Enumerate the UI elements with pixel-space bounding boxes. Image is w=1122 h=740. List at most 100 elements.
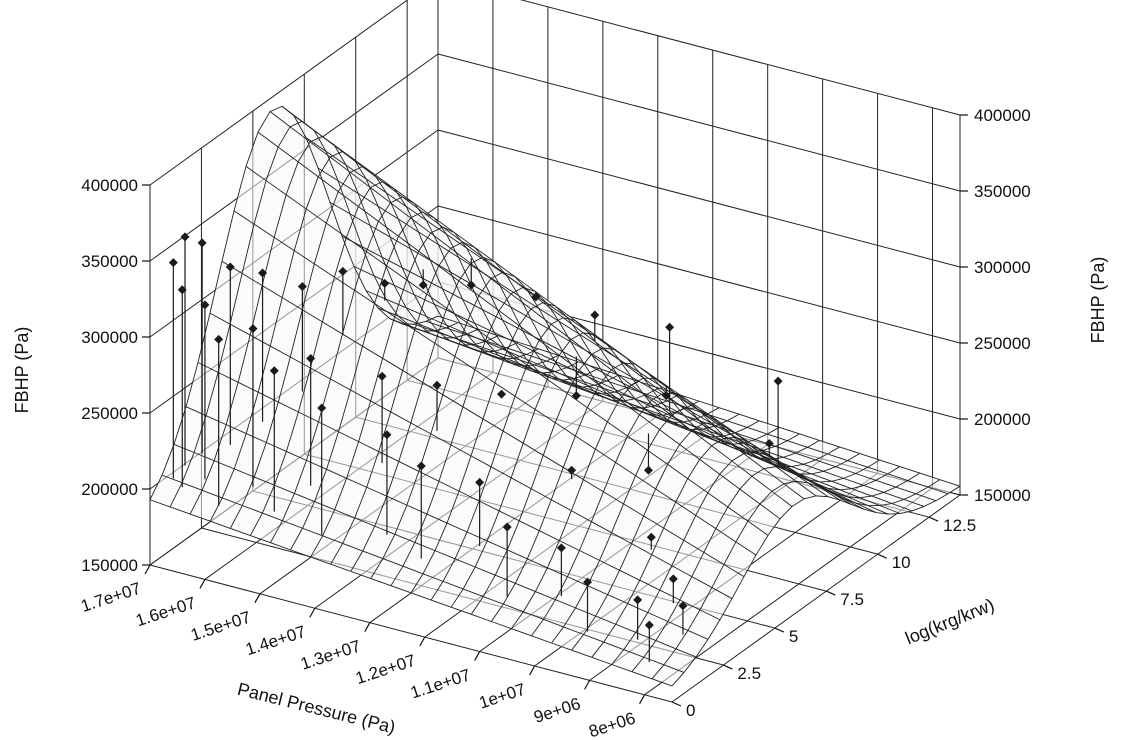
surface-cell bbox=[446, 280, 479, 323]
data-point bbox=[225, 262, 235, 272]
surface-cell bbox=[719, 460, 752, 490]
surface-cell bbox=[851, 485, 884, 497]
surface-cell bbox=[290, 309, 323, 369]
z-right-tick-label: 350000 bbox=[974, 182, 1031, 201]
fitted-surface bbox=[149, 105, 961, 687]
data-point bbox=[668, 574, 678, 584]
surface-mesh-line bbox=[329, 201, 853, 506]
surface-cell bbox=[438, 444, 471, 492]
surface-cell bbox=[450, 242, 483, 264]
surface-cell bbox=[735, 427, 768, 440]
surface-mesh-line bbox=[161, 474, 685, 673]
surface-cell bbox=[775, 440, 808, 454]
surface-cell bbox=[727, 414, 760, 428]
data-point bbox=[466, 280, 476, 290]
surface-cell bbox=[827, 488, 860, 498]
x-axis-title: Panel Pressure (Pa) bbox=[235, 679, 397, 738]
surface-cell bbox=[338, 389, 371, 442]
x-tick-label: 1.7e+07 bbox=[78, 579, 143, 616]
surface-cell bbox=[282, 493, 315, 529]
surface-cell bbox=[711, 438, 744, 461]
surface-cell bbox=[346, 441, 379, 488]
data-point bbox=[497, 389, 507, 399]
surface-cell bbox=[314, 469, 347, 510]
surface-mesh-line bbox=[389, 318, 913, 512]
surface-cell bbox=[731, 453, 764, 477]
surface-cell bbox=[182, 452, 215, 491]
surface-cell bbox=[322, 277, 355, 335]
surface-cell bbox=[703, 528, 736, 565]
grid-line bbox=[437, 129, 961, 268]
surface-cell bbox=[663, 393, 696, 409]
surface-cell bbox=[278, 126, 311, 162]
z-tick-label: 400000 bbox=[81, 176, 138, 195]
z-right-tick-label: 150000 bbox=[974, 486, 1031, 505]
data-point bbox=[475, 477, 485, 487]
surface-cell bbox=[551, 317, 584, 340]
surface-cell bbox=[811, 471, 844, 482]
surface-cell bbox=[807, 479, 840, 490]
surface-mesh-line bbox=[173, 443, 697, 658]
surface-cell bbox=[867, 460, 900, 474]
z-right-tick-label: 200000 bbox=[974, 410, 1031, 429]
surface-cell bbox=[759, 491, 792, 519]
y-tick bbox=[671, 701, 682, 707]
surface-mesh-line bbox=[293, 115, 817, 497]
surface-cell bbox=[170, 482, 203, 515]
z-right-tick-label: 250000 bbox=[974, 334, 1031, 353]
surface-cell bbox=[459, 455, 492, 502]
z-tick-label: 300000 bbox=[81, 328, 138, 347]
x-tick-label: 1.4e+07 bbox=[243, 622, 308, 659]
surface-cell bbox=[927, 479, 960, 494]
surface-cell bbox=[282, 250, 315, 310]
x-tick-label: 8e+06 bbox=[586, 709, 637, 740]
surface-cell bbox=[447, 491, 480, 532]
surface-cell bbox=[895, 480, 928, 494]
data-point bbox=[556, 543, 566, 553]
surface-cell bbox=[414, 514, 447, 551]
x-tick-label: 1.6e+07 bbox=[133, 593, 198, 630]
surface-cell bbox=[438, 248, 471, 281]
surface-cell bbox=[751, 468, 784, 492]
y-tick bbox=[877, 553, 887, 559]
data-point bbox=[214, 334, 224, 344]
surface-cell bbox=[687, 401, 720, 415]
surface-cell bbox=[318, 378, 351, 432]
surface-cell bbox=[843, 473, 876, 486]
surface-cell bbox=[795, 481, 828, 497]
surface-cell bbox=[831, 478, 864, 489]
surface-cell bbox=[398, 422, 431, 472]
surface-cell bbox=[827, 446, 860, 461]
surface-cell bbox=[226, 382, 259, 434]
surface-cell bbox=[743, 439, 776, 451]
data-point bbox=[416, 461, 426, 471]
surface-mesh-line bbox=[281, 105, 805, 500]
surface-cell bbox=[707, 407, 740, 421]
surface-cell bbox=[791, 464, 824, 474]
z-tick-label: 250000 bbox=[81, 404, 138, 423]
data-point bbox=[197, 238, 207, 248]
surface-cell bbox=[290, 121, 323, 142]
data-point bbox=[432, 380, 442, 390]
surface-cell bbox=[510, 287, 543, 310]
surface-cell bbox=[859, 496, 892, 506]
surface-cell bbox=[370, 358, 403, 412]
surface-mesh-line bbox=[233, 210, 757, 556]
z-axis-title: FBHP (Pa) bbox=[12, 327, 32, 414]
y-tick-label: 7.5 bbox=[840, 590, 864, 609]
surface-cell bbox=[819, 481, 852, 490]
x-tick bbox=[419, 636, 426, 647]
surface-cell bbox=[539, 324, 572, 356]
x-tick bbox=[584, 680, 591, 690]
z-tick-label: 200000 bbox=[81, 480, 138, 499]
surface-cell bbox=[366, 451, 399, 497]
surface-cell bbox=[867, 505, 900, 515]
surface-cell bbox=[362, 303, 395, 359]
surface-mesh-line bbox=[341, 235, 865, 510]
surface-cell bbox=[350, 166, 383, 188]
surface-cell bbox=[342, 290, 375, 347]
grid-line bbox=[437, 205, 961, 344]
surface-mesh-line bbox=[401, 323, 925, 507]
surface-cell bbox=[430, 227, 463, 249]
surface-cell bbox=[230, 273, 263, 336]
